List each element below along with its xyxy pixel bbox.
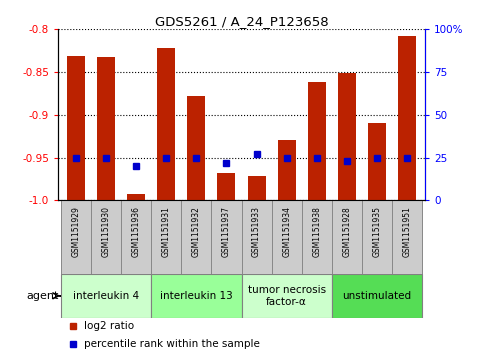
Text: GSM1151933: GSM1151933 — [252, 206, 261, 257]
Text: GSM1151932: GSM1151932 — [192, 206, 201, 257]
Bar — [332, 274, 422, 318]
Bar — [127, 194, 145, 200]
Bar — [242, 200, 271, 274]
Bar — [97, 57, 115, 200]
Bar — [242, 274, 332, 318]
Text: GSM1151935: GSM1151935 — [372, 206, 382, 257]
Bar — [368, 123, 386, 200]
Text: GSM1151936: GSM1151936 — [132, 206, 141, 257]
Bar — [247, 176, 266, 200]
Bar — [91, 200, 121, 274]
Bar — [217, 173, 236, 200]
Bar — [332, 200, 362, 274]
Text: tumor necrosis
factor-α: tumor necrosis factor-α — [248, 285, 326, 307]
Text: interleukin 4: interleukin 4 — [73, 291, 139, 301]
Title: GDS5261 / A_24_P123658: GDS5261 / A_24_P123658 — [155, 15, 328, 28]
Bar — [187, 96, 205, 200]
Text: GSM1151951: GSM1151951 — [402, 206, 412, 257]
Bar — [181, 200, 212, 274]
Text: agent: agent — [26, 291, 58, 301]
Text: GSM1151929: GSM1151929 — [71, 206, 81, 257]
Bar — [151, 200, 181, 274]
Bar — [271, 200, 302, 274]
Text: GSM1151934: GSM1151934 — [282, 206, 291, 257]
Bar — [392, 200, 422, 274]
Text: GSM1151938: GSM1151938 — [312, 206, 321, 257]
Text: GSM1151928: GSM1151928 — [342, 206, 351, 257]
Text: GSM1151931: GSM1151931 — [162, 206, 171, 257]
Bar — [212, 200, 242, 274]
Bar — [61, 200, 91, 274]
Text: interleukin 13: interleukin 13 — [160, 291, 233, 301]
Bar — [308, 82, 326, 200]
Text: log2 ratio: log2 ratio — [84, 321, 134, 331]
Bar — [302, 200, 332, 274]
Text: percentile rank within the sample: percentile rank within the sample — [84, 339, 259, 348]
Bar — [362, 200, 392, 274]
Bar — [121, 200, 151, 274]
Text: unstimulated: unstimulated — [342, 291, 412, 301]
Bar — [398, 36, 416, 200]
Bar — [278, 140, 296, 200]
Text: GSM1151930: GSM1151930 — [101, 206, 111, 257]
Text: GSM1151937: GSM1151937 — [222, 206, 231, 257]
Bar — [157, 48, 175, 200]
Bar — [67, 57, 85, 200]
Bar — [151, 274, 242, 318]
Bar — [61, 274, 151, 318]
Bar — [338, 73, 356, 200]
